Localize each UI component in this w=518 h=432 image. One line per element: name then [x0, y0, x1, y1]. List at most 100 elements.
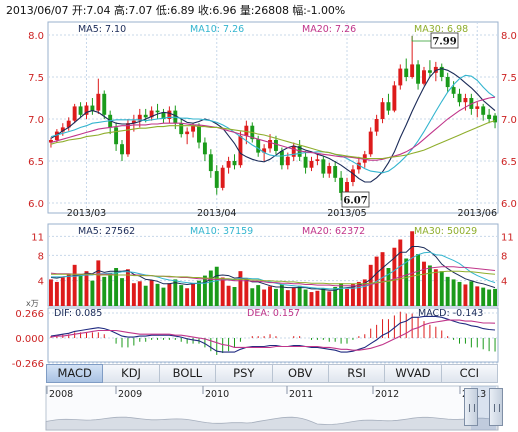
- volume-bar: [327, 291, 332, 306]
- volume-bar: [416, 254, 421, 306]
- tab-macd[interactable]: MACD: [46, 364, 104, 383]
- quote-high: 高:7.07: [113, 4, 153, 17]
- candle-down: [102, 93, 107, 115]
- candle-up: [350, 169, 355, 182]
- candle-up: [345, 182, 349, 193]
- candle-down: [339, 177, 344, 193]
- indicator-tabs: MACD KDJ BOLL PSY OBV RSI WVAD CCI: [46, 364, 498, 383]
- volume-bar: [202, 275, 207, 306]
- candle-up: [315, 159, 320, 161]
- candle-down: [155, 110, 160, 113]
- tab-rsi[interactable]: RSI: [328, 364, 386, 383]
- tab-boll[interactable]: BOLL: [159, 364, 217, 383]
- volume-bar: [66, 274, 71, 306]
- macd-axis-label: 0.266: [15, 309, 44, 320]
- candle-up: [137, 114, 142, 121]
- volume-bar: [368, 264, 373, 306]
- price-legend-item: MA10: 7.26: [190, 24, 244, 35]
- price-axis-label-left: 7.0: [28, 115, 44, 126]
- candle-up: [475, 106, 480, 109]
- tab-wvad[interactable]: WVAD: [385, 364, 442, 383]
- volume-bar: [143, 285, 148, 306]
- volume-bar: [197, 280, 201, 306]
- volume-ma-line: [51, 270, 496, 285]
- volume-bar: [333, 287, 338, 306]
- candle-up: [309, 161, 314, 168]
- volume-bar: [54, 281, 59, 306]
- candle-down: [481, 106, 486, 115]
- candle-up: [60, 127, 65, 132]
- candle-down: [416, 64, 421, 84]
- volume-axis-label-left: 8: [38, 251, 44, 262]
- candle-up: [84, 105, 89, 115]
- volume-bar: [167, 283, 172, 306]
- candle-up: [226, 161, 231, 168]
- callout-box: [341, 191, 370, 208]
- volume-bar: [256, 285, 261, 306]
- candle-up: [131, 120, 136, 124]
- quote-change: 幅:-1.00%: [292, 4, 346, 17]
- macd-axis-label: 0.000: [15, 334, 44, 345]
- candle-up: [422, 70, 426, 84]
- price-ma-line: [50, 96, 496, 161]
- volume-bar: [214, 266, 219, 306]
- candle-down: [487, 114, 492, 119]
- candle-down: [303, 156, 308, 168]
- navigator-year-label: 2009: [118, 389, 142, 400]
- candle-down: [90, 105, 95, 111]
- volume-bar: [398, 239, 403, 306]
- tab-cci[interactable]: CCI: [441, 364, 498, 383]
- candle-down: [208, 154, 213, 172]
- volume-bar: [274, 288, 278, 306]
- navigator-panel[interactable]: 200820092010201120122013: [45, 385, 499, 431]
- candle-down: [451, 87, 456, 94]
- volume-bar: [125, 269, 130, 306]
- candle-down: [274, 140, 278, 151]
- candle-up: [167, 110, 172, 119]
- tab-obv[interactable]: OBV: [272, 364, 329, 383]
- quote-open: 开:7.04: [71, 4, 111, 17]
- price-legend-item: MA20: 7.26: [302, 24, 356, 35]
- volume-axis-label-right: 4: [501, 277, 507, 288]
- x-tick-label: 2013/06: [458, 208, 497, 219]
- price-axis-label-left: 6.0: [28, 199, 44, 210]
- price-axis-label-left: 8.0: [28, 31, 44, 42]
- candle-up: [327, 166, 332, 174]
- range-handle-right[interactable]: [489, 388, 503, 426]
- volume-legend-item: MA10: 37159: [190, 226, 253, 237]
- volume-bar: [410, 231, 415, 306]
- macd-legend-item: MACD: -0.143: [418, 308, 483, 319]
- volume-bar: [297, 285, 302, 306]
- volume-bar: [433, 269, 438, 306]
- volume-legend-item: MA30: 50029: [414, 226, 477, 237]
- volume-axis-label-left: 4: [38, 277, 44, 288]
- volume-bar: [232, 287, 237, 306]
- volume-bar: [220, 277, 225, 306]
- volume-bar: [208, 270, 213, 306]
- candle-up: [392, 85, 397, 111]
- volume-bar: [131, 283, 136, 306]
- candle-down: [445, 77, 450, 88]
- candle-up: [125, 123, 130, 155]
- candle-up: [368, 131, 373, 155]
- price-axis-label-right: 8.0: [501, 31, 517, 42]
- candle-up: [285, 156, 290, 166]
- candle-down: [78, 106, 83, 115]
- candle-down: [427, 70, 432, 73]
- macd-dif-line: [50, 315, 496, 353]
- volume-bar: [439, 271, 444, 306]
- price-axis-label-right: 7.0: [501, 115, 517, 126]
- volume-bar: [72, 264, 77, 306]
- volume-ma-line: [50, 246, 496, 291]
- volume-bar: [108, 273, 113, 306]
- tab-psy[interactable]: PSY: [216, 364, 273, 383]
- volume-legend-item: MA5: 27562: [78, 226, 135, 237]
- navigator-area: [45, 416, 499, 431]
- volume-axis-label-right: 8: [501, 251, 507, 262]
- volume-bar: [285, 290, 290, 306]
- volume-bar: [487, 289, 492, 306]
- volume-bar: [481, 287, 486, 306]
- range-handle-left[interactable]: [464, 388, 478, 426]
- tab-kdj[interactable]: KDJ: [103, 364, 160, 383]
